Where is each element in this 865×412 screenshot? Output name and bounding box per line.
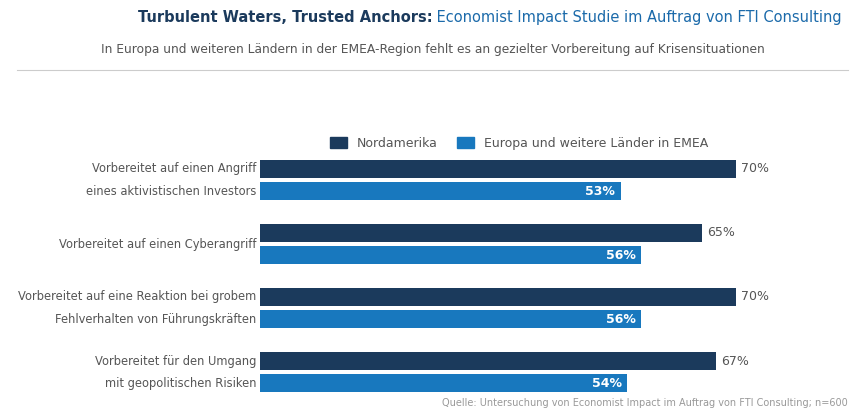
Text: 54%: 54% [592,377,622,390]
Text: Vorbereitet auf einen Angriff: Vorbereitet auf einen Angriff [92,162,256,176]
Bar [260,352,716,370]
Bar [260,182,620,200]
Text: Vorbereitet auf einen Cyberangriff: Vorbereitet auf einen Cyberangriff [59,237,256,250]
Text: 65%: 65% [707,227,735,239]
Text: 67%: 67% [721,355,748,368]
Text: 56%: 56% [606,248,636,262]
Text: 70%: 70% [741,162,769,176]
Text: 56%: 56% [606,313,636,325]
Text: eines aktivistischen Investors: eines aktivistischen Investors [86,185,256,197]
Text: Economist Impact Studie im Auftrag von FTI Consulting: Economist Impact Studie im Auftrag von F… [432,10,843,25]
Text: Quelle: Untersuchung von Economist Impact im Auftrag von FTI Consulting; n=600: Quelle: Untersuchung von Economist Impac… [442,398,848,408]
Bar [260,159,736,178]
Text: Vorbereitet für den Umgang: Vorbereitet für den Umgang [95,355,256,368]
Text: In Europa und weiteren Ländern in der EMEA-Region fehlt es an gezielter Vorberei: In Europa und weiteren Ländern in der EM… [100,43,765,56]
Bar [260,224,702,242]
Legend: Nordamerika, Europa und weitere Länder in EMEA: Nordamerika, Europa und weitere Länder i… [324,132,714,155]
Bar [260,310,641,328]
Bar [260,288,736,306]
Text: mit geopolitischen Risiken: mit geopolitischen Risiken [105,377,256,390]
Text: Turbulent Waters, Trusted Anchors:: Turbulent Waters, Trusted Anchors: [138,10,432,25]
Text: Fehlverhalten von Führungskräften: Fehlverhalten von Führungskräften [54,313,256,325]
Text: 70%: 70% [741,290,769,304]
Bar [260,246,641,265]
Bar [260,374,627,393]
Text: Vorbereitet auf eine Reaktion bei grobem: Vorbereitet auf eine Reaktion bei grobem [18,290,256,304]
Text: 53%: 53% [586,185,615,197]
